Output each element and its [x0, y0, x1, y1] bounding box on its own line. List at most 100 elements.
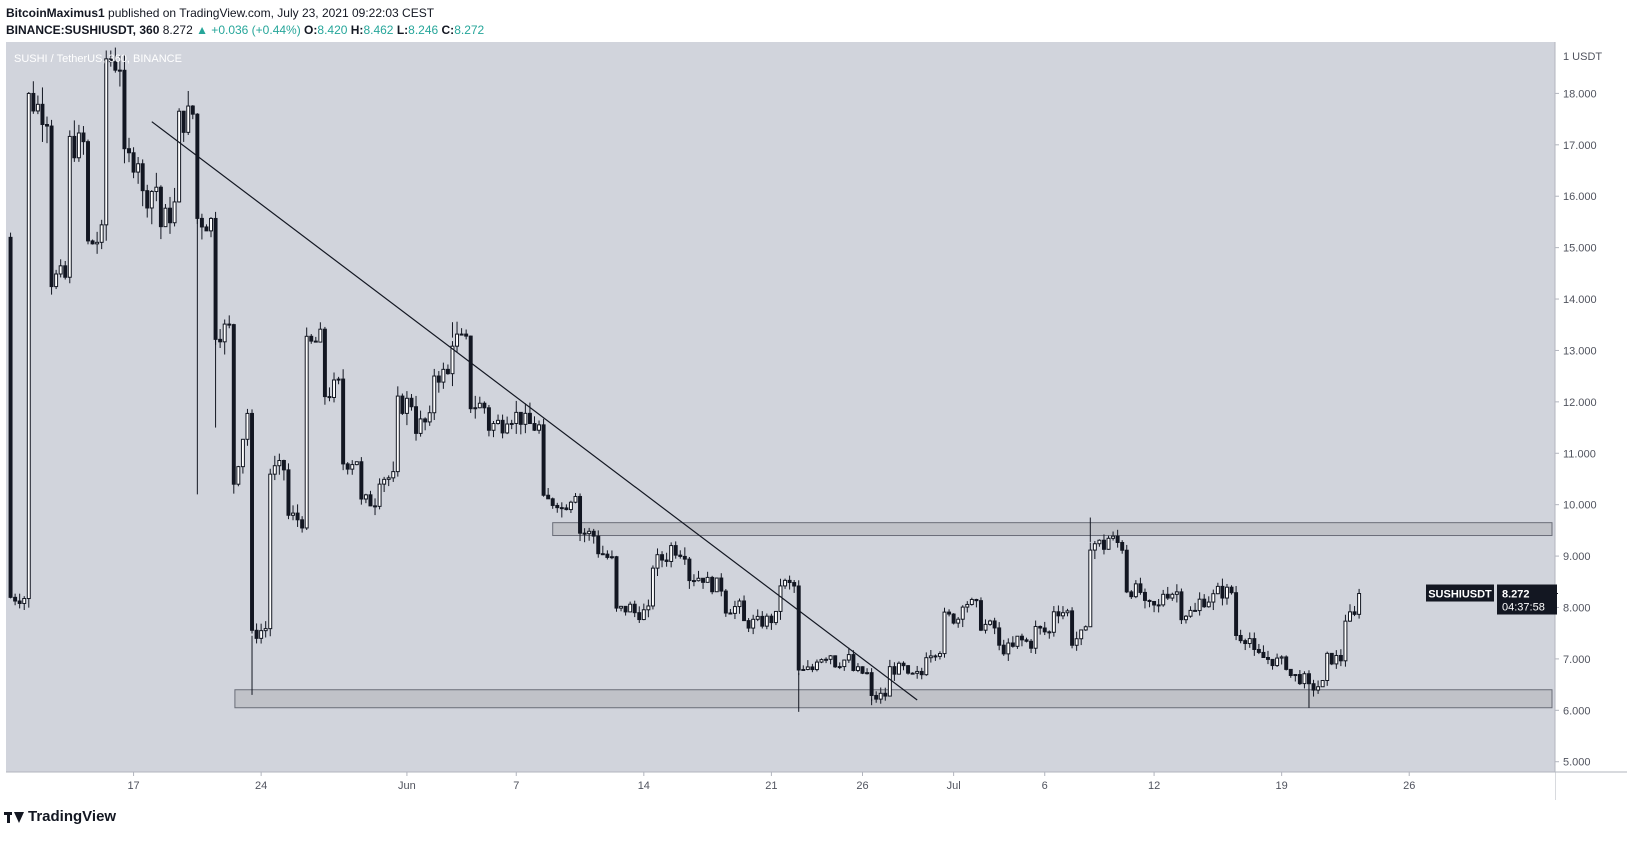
candle-body-up [506, 424, 509, 433]
candle-body-up [829, 656, 832, 659]
candle-body-up [1335, 655, 1338, 663]
candle-body-up [100, 225, 103, 242]
candle [87, 140, 90, 245]
candle-body-up [223, 324, 226, 342]
chart-background [6, 42, 1555, 772]
candle [897, 661, 900, 674]
candle-body-down [200, 218, 203, 227]
candle-body-down [14, 597, 17, 601]
candle-body-up [419, 419, 422, 433]
candle-body-up [1326, 653, 1329, 680]
candle-body-down [228, 324, 231, 325]
candle [50, 120, 53, 295]
tradingview-brand[interactable]: TradingView [4, 808, 116, 825]
candle-body-down [46, 125, 49, 127]
candle-body-down [310, 336, 313, 341]
time-axis[interactable] [6, 772, 1555, 800]
candle-body-down [1285, 657, 1288, 669]
candle-body-down [993, 621, 996, 628]
candle-body-up [396, 396, 399, 472]
candle [305, 328, 308, 530]
candle-body-up [984, 624, 987, 630]
candle [834, 655, 837, 668]
y-tick-label: 10.000 [1563, 500, 1597, 512]
x-tick-label: 14 [638, 780, 650, 792]
candle [1235, 586, 1238, 640]
candle-body-down [483, 403, 486, 408]
candle-body-up [697, 578, 700, 580]
candle-body-down [465, 334, 468, 336]
candle-body-down [1148, 600, 1151, 601]
candle-body-up [588, 531, 591, 533]
candle-body-up [96, 242, 99, 244]
candle-body-up [1344, 621, 1347, 661]
candle-body-down [1121, 543, 1124, 551]
candle-body-up [428, 413, 431, 422]
price-tag-countdown: 04:37:58 [1502, 602, 1545, 614]
candle-body-up [1171, 594, 1174, 598]
candle [615, 556, 618, 612]
candle-body-up [27, 93, 30, 598]
candle-body-up [137, 164, 140, 172]
candle-body-up [1066, 611, 1069, 613]
candle [323, 327, 326, 405]
y-tick-label: 9.000 [1563, 551, 1591, 563]
y-tick-label: 5.000 [1563, 757, 1591, 769]
support-zone[interactable] [235, 690, 1552, 708]
candle-body-down [91, 241, 94, 244]
candle-body-up [774, 611, 777, 622]
candle-body-down [1267, 657, 1270, 659]
candle-body-down [401, 396, 404, 413]
candle-body-up [1175, 592, 1178, 594]
candle-body-down [679, 555, 682, 556]
candle-body-up [866, 673, 869, 674]
candle-body-down [1180, 592, 1183, 620]
candle [715, 578, 718, 592]
candle-body-down [870, 673, 873, 696]
candle-body-down [542, 425, 545, 495]
chart-title: SUSHI / TetherUS, 360, BINANCE [14, 53, 182, 65]
candle [651, 565, 654, 609]
candle-body-up [1248, 639, 1251, 644]
candle-body-up [173, 202, 176, 223]
y-tick-label: 8.000 [1563, 602, 1591, 614]
candle-body-down [920, 671, 923, 674]
candle-body-down [169, 208, 172, 223]
candle [820, 658, 823, 663]
candle-body-down [1043, 628, 1046, 632]
candle-body-down [861, 667, 864, 674]
candle-body-down [1239, 635, 1242, 640]
candle-body-down [191, 106, 194, 114]
y-tick-label: 18.000 [1563, 88, 1597, 100]
candle-body-up [738, 601, 741, 607]
candle-body-up [943, 612, 946, 653]
candle [907, 665, 910, 675]
candle-body-down [565, 508, 568, 510]
resistance-zone[interactable] [553, 523, 1552, 536]
candle-body-up [210, 218, 213, 230]
x-tick-label: 17 [127, 780, 139, 792]
candle-body-down [1257, 649, 1260, 652]
candle-body-down [1312, 684, 1315, 690]
candle-body-up [178, 111, 181, 202]
candle-body-up [838, 667, 841, 668]
candle-body-down [533, 424, 536, 431]
x-tick-label: 26 [856, 780, 868, 792]
candle [360, 457, 363, 505]
candle-body-down [296, 513, 299, 520]
candle-body-up [59, 266, 62, 274]
candle-body-up [241, 439, 244, 466]
candle-body-down [743, 601, 746, 621]
candle-body-up [164, 208, 167, 226]
candle-body-down [579, 496, 582, 533]
candle-body-up [1303, 674, 1306, 684]
candle-body-up [765, 616, 768, 626]
candle-body-up [510, 423, 513, 424]
candle [943, 608, 946, 658]
candle-body-up [392, 472, 395, 478]
candle-body-down [556, 505, 559, 507]
candle-body-up [647, 606, 650, 610]
candle-body-down [1039, 626, 1042, 628]
candle-body-up [333, 380, 336, 398]
